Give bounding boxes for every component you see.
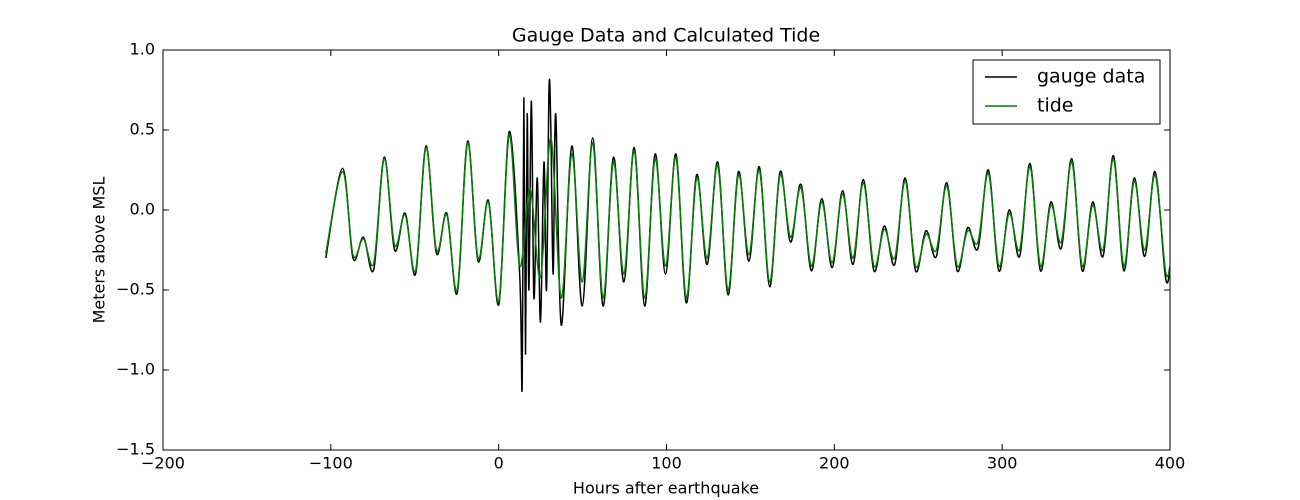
y-tick-label: −1.5 bbox=[116, 440, 155, 459]
series-line bbox=[325, 134, 1171, 303]
chart-title: Gauge Data and Calculated Tide bbox=[512, 25, 820, 47]
x-axis-label: Hours after earthquake bbox=[573, 479, 759, 498]
x-tick-label: 300 bbox=[987, 454, 1018, 473]
y-tick-label: 0.0 bbox=[130, 200, 155, 219]
y-tick-label: −1.0 bbox=[116, 360, 155, 379]
legend-label: tide bbox=[1037, 95, 1073, 117]
y-tick-label: −0.5 bbox=[116, 280, 155, 299]
y-tick-label: 1.0 bbox=[130, 40, 155, 59]
y-axis-label: Meters above MSL bbox=[90, 177, 109, 324]
y-tick-label: 0.5 bbox=[130, 120, 155, 139]
x-tick-label: −100 bbox=[309, 454, 353, 473]
legend-box bbox=[972, 59, 1161, 125]
x-tick-label: −200 bbox=[141, 454, 185, 473]
x-tick-label: 200 bbox=[819, 454, 850, 473]
x-tick-label: 400 bbox=[1155, 454, 1186, 473]
x-tick-label: 0 bbox=[494, 454, 504, 473]
plot-frame bbox=[162, 49, 1171, 451]
legend-label: gauge data bbox=[1037, 66, 1145, 88]
x-tick-label: 100 bbox=[651, 454, 682, 473]
